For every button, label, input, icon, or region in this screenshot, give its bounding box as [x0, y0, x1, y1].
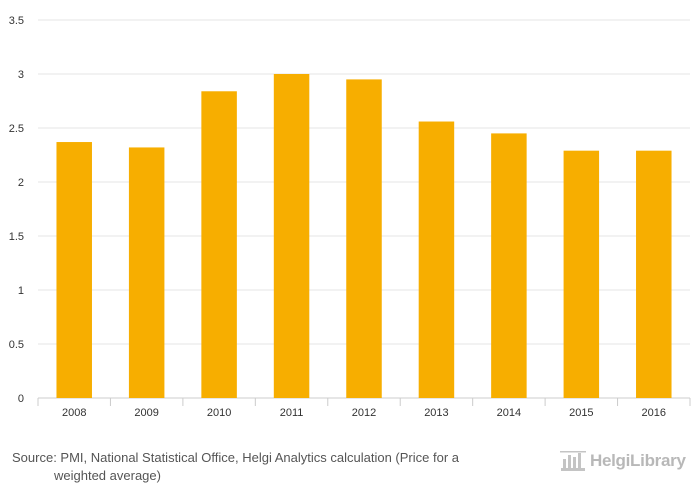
bar-2012[interactable]	[346, 79, 382, 399]
source-line-1: Source: PMI, National Statistical Office…	[12, 450, 460, 465]
x-tick-label: 2011	[280, 407, 304, 419]
x-axis-ticks: 2008 2009 2010 2011 2012 2013 2014 2015 2016	[37, 398, 691, 419]
building-icon	[560, 451, 586, 471]
bar-2016[interactable]	[636, 150, 672, 398]
bar-2010[interactable]	[201, 91, 237, 398]
y-tick-label: 3.5	[9, 15, 24, 27]
y-tick-label: 3	[18, 69, 24, 81]
x-tick-label: 2015	[569, 407, 593, 419]
x-tick-label: 2014	[497, 407, 521, 419]
x-tick-label: 2012	[352, 407, 376, 419]
bar-2008[interactable]	[56, 142, 92, 398]
y-tick-label: 1	[18, 285, 24, 297]
bar-2009[interactable]	[128, 147, 165, 398]
x-tick-label: 2016	[642, 407, 666, 419]
bar-chart: 0 0.5 1 1.5 2 2.5 3 3.5 2008 2009 2010 2011 2012 201…	[9, 15, 691, 419]
y-tick-label: 0	[18, 393, 24, 405]
x-tick-label: 2008	[62, 407, 86, 419]
source-line-2: weighted average)	[54, 468, 161, 483]
bar-2014[interactable]	[491, 133, 527, 398]
y-axis-ticks: 0 0.5 1 1.5 2 2.5 3 3.5	[9, 15, 24, 405]
x-tick-label: 2013	[424, 407, 448, 419]
x-tick-label: 2010	[207, 407, 231, 419]
bars	[56, 74, 672, 399]
source-note: Source: PMI, National Statistical Office…	[12, 449, 532, 485]
y-tick-label: 1.5	[9, 231, 24, 243]
y-tick-label: 2	[18, 177, 24, 189]
y-tick-label: 2.5	[9, 123, 24, 135]
logo-text: HelgiLibrary	[590, 451, 686, 470]
bar-2015[interactable]	[563, 150, 600, 398]
helgi-library-logo[interactable]: HelgiLibrary	[560, 447, 692, 475]
bar-2013[interactable]	[418, 121, 455, 399]
x-tick-label: 2009	[134, 407, 158, 419]
bar-2011[interactable]	[273, 74, 310, 398]
y-tick-label: 0.5	[9, 339, 24, 351]
